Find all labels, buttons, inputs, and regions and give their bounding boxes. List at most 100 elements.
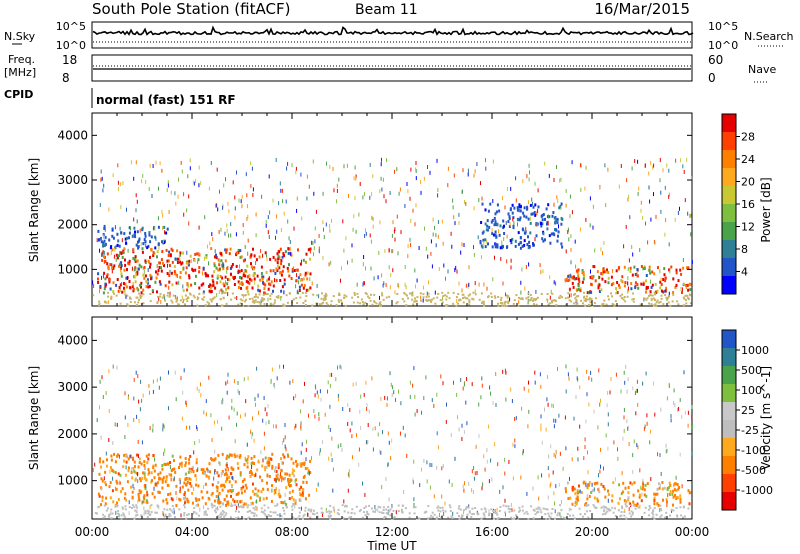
- data-point: [593, 302, 596, 305]
- data-point: [237, 248, 240, 252]
- data-point: [202, 282, 205, 286]
- data-point: [386, 402, 388, 407]
- data-point: [461, 293, 464, 296]
- data-point: [194, 181, 195, 186]
- data-point: [190, 484, 193, 488]
- velocity-colorbar-label: Velocity [m s^-1]: [759, 366, 773, 470]
- data-point: [649, 440, 651, 445]
- data-point: [510, 241, 513, 245]
- data-point: [184, 303, 186, 306]
- data-point: [177, 257, 179, 261]
- data-point: [121, 238, 123, 243]
- data-point: [569, 476, 570, 481]
- data-point: [453, 173, 455, 178]
- data-point: [298, 285, 301, 289]
- colorbar-segment: [722, 330, 736, 348]
- data-point: [294, 499, 297, 503]
- data-point: [181, 169, 183, 174]
- data-point: [420, 190, 422, 195]
- data-point: [381, 187, 383, 192]
- data-point: [598, 290, 601, 293]
- data-point: [288, 263, 290, 267]
- data-point: [560, 177, 562, 182]
- colorbar-segment: [722, 222, 736, 240]
- data-point: [448, 297, 451, 300]
- data-point: [486, 219, 489, 223]
- data-point: [223, 498, 226, 502]
- data-point: [184, 457, 187, 460]
- data-point: [287, 454, 290, 458]
- data-point: [608, 508, 610, 511]
- data-point: [329, 228, 331, 233]
- data-point: [313, 409, 315, 413]
- data-point: [226, 500, 228, 505]
- data-point: [206, 301, 209, 304]
- data-point: [681, 287, 683, 292]
- data-point: [149, 163, 151, 168]
- data-point: [242, 304, 245, 307]
- data-point: [274, 491, 277, 495]
- data-point: [414, 394, 416, 399]
- data-point: [510, 387, 512, 392]
- data-point: [224, 291, 227, 294]
- data-point: [686, 294, 689, 297]
- data-point: [430, 514, 433, 517]
- data-point: [218, 290, 220, 294]
- data-point: [132, 282, 134, 287]
- data-point: [554, 299, 557, 302]
- data-point: [665, 286, 668, 290]
- data-point: [183, 481, 186, 485]
- data-point: [659, 178, 661, 183]
- data-point: [277, 463, 280, 467]
- data-point: [517, 305, 520, 307]
- data-point: [490, 458, 492, 463]
- data-point: [174, 257, 177, 261]
- data-point: [515, 294, 518, 297]
- data-point: [157, 295, 159, 298]
- data-point: [321, 292, 323, 295]
- data-point: [273, 491, 275, 496]
- data-point: [447, 166, 449, 171]
- data-point: [304, 506, 307, 509]
- data-point: [224, 259, 227, 263]
- data-point: [256, 296, 259, 299]
- data-point: [193, 450, 195, 455]
- data-point: [251, 286, 254, 290]
- data-point: [666, 296, 669, 299]
- data-point: [537, 475, 539, 480]
- data-point: [504, 511, 507, 514]
- data-point: [148, 471, 151, 475]
- data-point: [617, 447, 618, 452]
- data-point: [398, 284, 400, 289]
- data-point: [687, 266, 690, 270]
- data-point: [363, 392, 365, 397]
- data-point: [222, 400, 224, 405]
- data-point: [288, 491, 291, 495]
- data-point: [622, 436, 624, 441]
- data-point: [548, 517, 551, 520]
- data-point: [150, 247, 153, 251]
- data-point: [123, 515, 126, 518]
- data-point: [443, 511, 445, 516]
- data-point: [225, 503, 227, 507]
- data-point: [270, 380, 272, 385]
- data-point: [186, 288, 189, 292]
- data-point: [254, 280, 256, 285]
- data-point: [129, 297, 132, 300]
- data-point: [99, 289, 100, 294]
- x-tick-label: 16:00: [475, 525, 510, 539]
- data-point: [242, 517, 245, 520]
- data-point: [377, 275, 379, 280]
- data-point: [133, 258, 136, 262]
- data-point: [532, 299, 535, 302]
- data-point: [175, 273, 178, 277]
- data-point: [110, 466, 112, 470]
- data-point: [584, 437, 586, 442]
- data-point: [413, 502, 415, 507]
- data-point: [120, 268, 122, 273]
- data-point: [244, 300, 246, 303]
- data-point: [618, 483, 621, 487]
- data-point: [579, 385, 581, 390]
- data-point: [174, 191, 176, 196]
- data-point: [627, 426, 629, 431]
